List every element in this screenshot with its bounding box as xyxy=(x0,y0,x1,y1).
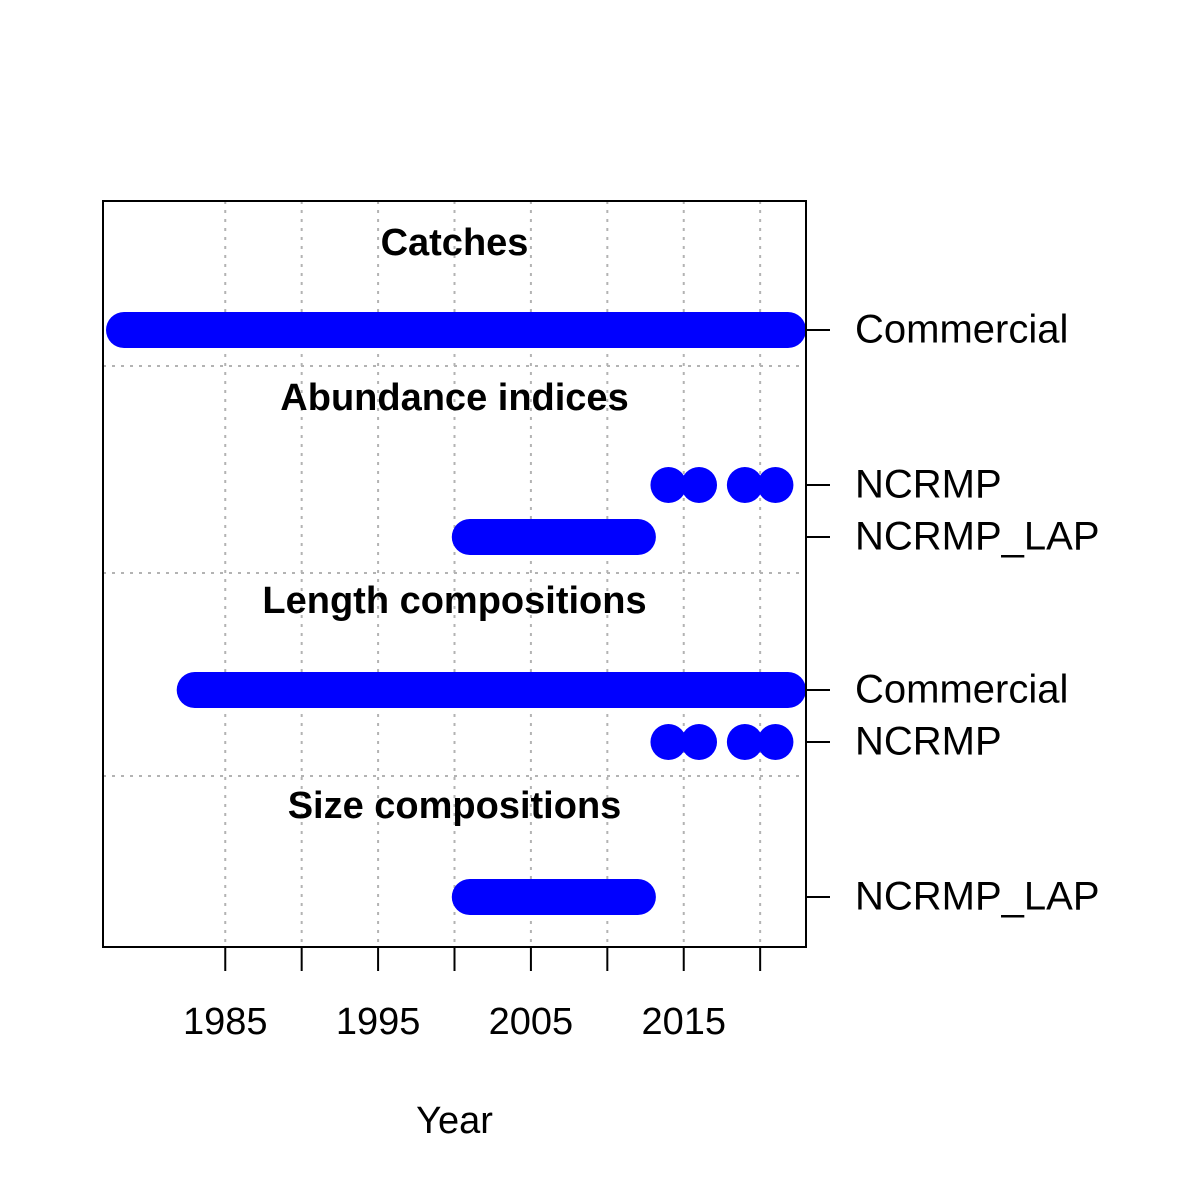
x-tick-label: 2005 xyxy=(489,1001,574,1043)
section-title: Abundance indices xyxy=(280,377,628,419)
data-point xyxy=(726,467,763,503)
section-title: Catches xyxy=(381,222,529,264)
data-point xyxy=(757,724,794,760)
x-tick-label: 1985 xyxy=(183,1001,268,1043)
fleet-label: NCRMP xyxy=(855,720,1002,764)
x-tick-label: 1995 xyxy=(336,1001,421,1043)
section-title: Length compositions xyxy=(262,580,646,622)
x-axis-title: Year xyxy=(416,1100,493,1142)
fleet-label: NCRMP xyxy=(855,463,1002,507)
x-tick-label: 2015 xyxy=(641,1001,726,1043)
data-point xyxy=(650,467,687,503)
data-point xyxy=(650,724,687,760)
section-title: Size compositions xyxy=(288,785,622,827)
data-point xyxy=(681,724,718,760)
fleet-label: Commercial xyxy=(855,308,1068,352)
fleet-label: NCRMP_LAP xyxy=(855,515,1100,559)
data-point xyxy=(726,724,763,760)
data-point xyxy=(681,467,718,503)
data-point xyxy=(757,467,794,503)
fleet-label: Commercial xyxy=(855,668,1068,712)
fleet-label: NCRMP_LAP xyxy=(855,875,1100,919)
